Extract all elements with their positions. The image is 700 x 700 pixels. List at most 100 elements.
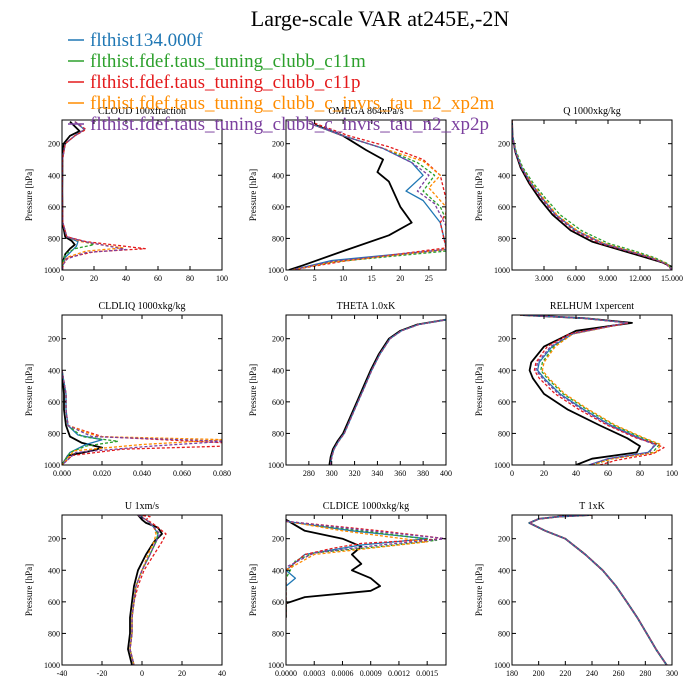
x-tick-label: 300 xyxy=(666,669,678,678)
y-tick-label: 1000 xyxy=(268,266,284,275)
x-tick-label: 0 xyxy=(510,469,514,478)
series-line-flthist-fdef-taus-tuning-clubb-c11p xyxy=(291,122,446,270)
y-tick-label: 600 xyxy=(48,398,60,407)
series-line-flthist-fdef-taus-tuning-clubb-c11p xyxy=(286,520,446,618)
legend-entry: flthist.fdef.taus_tuning_clubb_c11p xyxy=(68,72,361,93)
y-tick-label: 600 xyxy=(272,398,284,407)
series-line-flthist134-000f xyxy=(291,122,446,270)
x-tick-label: 0.080 xyxy=(213,469,231,478)
legend-entry: flthist134.000f xyxy=(68,30,203,51)
x-tick-label: 60 xyxy=(154,274,162,283)
plot-frame xyxy=(61,514,223,666)
y-tick-label: 600 xyxy=(498,598,510,607)
x-tick-label: 400 xyxy=(440,469,452,478)
plot-frame xyxy=(285,119,447,271)
series-line-black xyxy=(528,515,668,665)
panel-title: U 1xm/s xyxy=(125,501,159,512)
y-tick-label: 200 xyxy=(48,335,60,344)
y-tick-label: 400 xyxy=(272,566,284,575)
x-tick-label: 380 xyxy=(417,469,429,478)
series-line-black xyxy=(62,120,81,270)
panel-series-group xyxy=(328,318,446,465)
x-tick-label: 20 xyxy=(90,274,98,283)
x-tick-label: 25 xyxy=(425,274,433,283)
panel-title: CLOUD 100xfraction xyxy=(98,106,186,117)
legend-entry: flthist.fdef.taus_tuning_clubb_c11m xyxy=(68,51,366,72)
series-line-flthist-fdef-taus-tuning-clubb-c-invrs-tau-n2-xp2p xyxy=(286,520,446,618)
x-tick-label: 280 xyxy=(639,669,651,678)
x-tick-label: 200 xyxy=(533,669,545,678)
series-line-flthist-fdef-taus-tuning-clubb-c11p xyxy=(62,370,222,465)
x-tick-label: 0.020 xyxy=(93,469,111,478)
y-tick-label: 800 xyxy=(272,234,284,243)
panel-theta-1-0xk: 200 400 600 800 1000 280 300 320 340 360 380 400 THE… xyxy=(248,301,452,478)
x-tick-label: 20 xyxy=(396,274,404,283)
x-tick-label: 12.000 xyxy=(629,274,651,283)
x-tick-label: 0.060 xyxy=(173,469,191,478)
legend-label: flthist.fdef.taus_tuning_clubb_c_invrs_t… xyxy=(90,114,489,135)
y-tick-label: 600 xyxy=(48,598,60,607)
x-tick-label: 20 xyxy=(540,469,548,478)
x-tick-label: 360 xyxy=(394,469,406,478)
y-axis-label: Pressure [hPa] xyxy=(248,169,258,221)
y-tick-label: 800 xyxy=(272,429,284,438)
legend-entry: flthist.fdef.taus_tuning_clubb_c_invrs_t… xyxy=(68,114,489,135)
series-line-flthist-fdef-taus-tuning-clubb-c-invrs-tau-n2-xp2p xyxy=(129,515,161,665)
x-tick-label: -20 xyxy=(97,669,108,678)
y-tick-label: 200 xyxy=(272,535,284,544)
y-tick-label: 1000 xyxy=(494,266,510,275)
y-tick-label: 800 xyxy=(498,429,510,438)
legend-label: flthist134.000f xyxy=(90,30,203,51)
y-tick-label: 200 xyxy=(48,140,60,149)
series-line-flthist-fdef-taus-tuning-clubb-c11p xyxy=(528,515,668,665)
y-tick-label: 400 xyxy=(498,566,510,575)
y-tick-label: 800 xyxy=(48,234,60,243)
series-line-flthist-fdef-taus-tuning-clubb-c11m xyxy=(286,520,438,618)
x-tick-label: 0 xyxy=(60,274,64,283)
x-tick-label: 320 xyxy=(349,469,361,478)
x-tick-label: 15.000 xyxy=(661,274,683,283)
y-axis-label: Pressure [hPa] xyxy=(474,169,484,221)
x-tick-label: 0.040 xyxy=(133,469,151,478)
y-tick-label: 400 xyxy=(48,366,60,375)
y-tick-label: 800 xyxy=(272,629,284,638)
y-tick-label: 400 xyxy=(498,171,510,180)
series-line-flthist134-000f xyxy=(528,515,668,665)
series-line-black xyxy=(288,123,413,270)
panel-series-group xyxy=(62,120,146,270)
x-tick-label: 0.000 xyxy=(53,469,71,478)
x-tick-label: 15 xyxy=(368,274,376,283)
series-line-flthist134-000f xyxy=(62,370,103,465)
x-tick-label: 240 xyxy=(586,669,598,678)
y-tick-label: 400 xyxy=(272,366,284,375)
x-tick-label: 260 xyxy=(613,669,625,678)
series-line-flthist-fdef-taus-tuning-clubb-c-invrs-tau-n2-xp2p xyxy=(62,370,222,465)
x-tick-label: 280 xyxy=(303,469,315,478)
plot-frame xyxy=(61,314,223,466)
x-tick-label: 6.000 xyxy=(567,274,585,283)
y-tick-label: 800 xyxy=(498,629,510,638)
plot-frame xyxy=(511,119,673,271)
y-tick-label: 200 xyxy=(498,140,510,149)
series-line-black xyxy=(127,515,163,665)
panel-title: OMEGA 864xPa/s xyxy=(328,106,403,117)
series-line-flthist-fdef-taus-tuning-clubb-c11m xyxy=(528,515,668,665)
x-tick-label: -40 xyxy=(57,669,68,678)
series-line-flthist-fdef-taus-tuning-clubb-c-invrs-tau-n2-xp2p xyxy=(291,122,446,270)
x-tick-label: 0.0012 xyxy=(388,669,410,678)
x-tick-label: 180 xyxy=(506,669,518,678)
y-tick-label: 1000 xyxy=(268,461,284,470)
panel-title: RELHUM 1xpercent xyxy=(550,301,634,312)
x-tick-label: 340 xyxy=(371,469,383,478)
x-tick-label: 80 xyxy=(186,274,194,283)
x-tick-label: 0.0000 xyxy=(275,669,297,678)
x-tick-label: 100 xyxy=(216,274,228,283)
x-tick-label: 40 xyxy=(218,669,226,678)
y-axis-label: Pressure [hPa] xyxy=(24,364,34,416)
plot-frame xyxy=(285,514,447,666)
legend-label: flthist.fdef.taus_tuning_clubb_c11p xyxy=(90,72,361,93)
